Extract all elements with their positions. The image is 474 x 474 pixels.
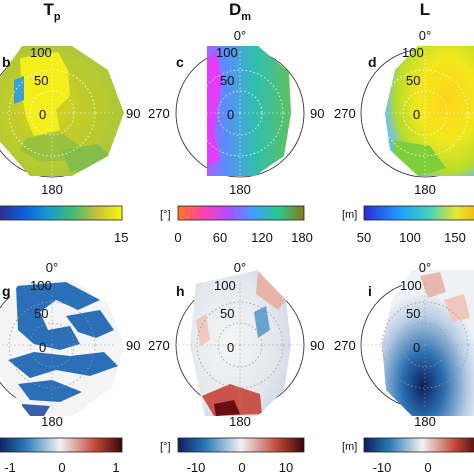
panel-letter-d: d [368,54,377,70]
r-tick-0: 0 [39,340,46,355]
r-tick-100: 100 [400,278,422,293]
cb-tick: 0 [58,460,65,474]
cb-unit-h: [°] [160,441,171,453]
angle-label-180-d: 180 [414,182,436,197]
panel-b [0,46,124,178]
angle-label-180-h: 180 [229,414,251,429]
cb-tick: 0 [174,230,181,245]
cb-ticks-i: -10 0 [373,460,432,474]
cb-tick: 50 [357,230,371,245]
r-tick-100: 100 [214,278,236,293]
cb-ticks-h: -10 0 10 [187,460,294,474]
radial-ticks-h: 100 50 0 [214,278,236,355]
angle-label-0-h: 0° [234,260,246,275]
panel-d [360,46,474,178]
angle-label-270-c: 270 [148,106,170,121]
angle-label-180-g: 180 [41,414,63,429]
angle-label-90-c: 90 [310,106,324,121]
r-tick-50: 50 [220,73,234,88]
radial-ticks-d: 100 50 0 [402,45,424,122]
panel-h [175,270,305,416]
colorbar-g [0,437,123,453]
cb-tick: 15 [114,230,128,245]
cb-unit-l: [m] [342,209,357,221]
colorbar-dm [177,205,305,221]
panel-letter-g: g [2,283,11,299]
cb-tick: 1 [112,460,119,474]
angle-label-90-h: 90 [310,338,324,353]
r-tick-0: 0 [413,340,420,355]
cb-tick: -10 [187,460,206,474]
angle-label-180-i: 180 [414,414,436,429]
panel-letter-h: h [176,283,185,299]
radial-ticks-g: 100 50 0 [30,278,52,355]
cb-tick: 100 [399,230,421,245]
panel-i [360,270,474,416]
angle-label-0-c: 0° [234,28,246,43]
panel-letter-c: c [176,54,184,70]
radial-ticks-b: 100 50 0 [30,45,52,122]
cb-tick: -1 [4,460,16,474]
r-tick-0: 0 [227,107,234,122]
r-tick-100: 100 [30,45,52,60]
cb-tick: 10 [279,460,293,474]
cb-tick: 180 [291,230,313,245]
angle-label-0-g: 0° [46,260,58,275]
r-tick-0: 0 [413,107,420,122]
cb-tick: 60 [213,230,227,245]
r-tick-100: 100 [402,45,424,60]
colorbar-i [363,437,474,453]
title-dm: Dm [229,0,251,23]
cb-tick: 0 [424,460,431,474]
angle-label-180-c: 180 [229,182,251,197]
colorbar-l [363,205,474,221]
panel-g [0,280,124,416]
r-tick-100: 100 [30,278,52,293]
cb-unit-i: [m] [342,441,357,453]
r-tick-50: 50 [406,73,420,88]
angle-labels: 0° 0° 90 270 90 270 180 180 180 0° 0° 0°… [41,28,436,429]
cb-tick: -10 [373,460,392,474]
r-tick-50: 50 [406,306,420,321]
r-tick-0: 0 [227,340,234,355]
angle-label-270-d: 270 [334,106,356,121]
r-tick-50: 50 [220,306,234,321]
angle-label-0-i: 0° [419,260,431,275]
cb-ticks-dm: 0 60 120 180 [174,230,312,245]
panel-letter-b: b [2,54,11,70]
radial-ticks-c: 100 50 0 [216,45,238,122]
angle-label-90-g: 90 [126,338,140,353]
colorbar-h [177,437,305,453]
angle-label-270-h: 270 [148,338,170,353]
cb-tick: 150 [444,230,466,245]
angle-label-270-i: 270 [334,338,356,353]
colorbar-tp [0,205,123,221]
angle-label-0-d: 0° [419,28,431,43]
angle-label-90-b: 90 [126,106,140,121]
panel-c [175,46,305,178]
title-l: L [420,0,430,19]
r-tick-50: 50 [34,73,48,88]
cb-tick: 120 [251,230,273,245]
cb-ticks-l: 50 100 150 [357,230,466,245]
cb-ticks-g: -1 0 1 [4,460,119,474]
cb-tick: 0 [238,460,245,474]
panel-letter-i: i [368,283,372,299]
r-tick-0: 0 [39,107,46,122]
r-tick-100: 100 [216,45,238,60]
angle-label-180-b: 180 [41,182,63,197]
radial-ticks-i: 100 50 0 [400,278,422,355]
cb-unit-dm: [°] [160,209,171,221]
r-tick-50: 50 [34,306,48,321]
title-tp: Tp [43,0,60,23]
